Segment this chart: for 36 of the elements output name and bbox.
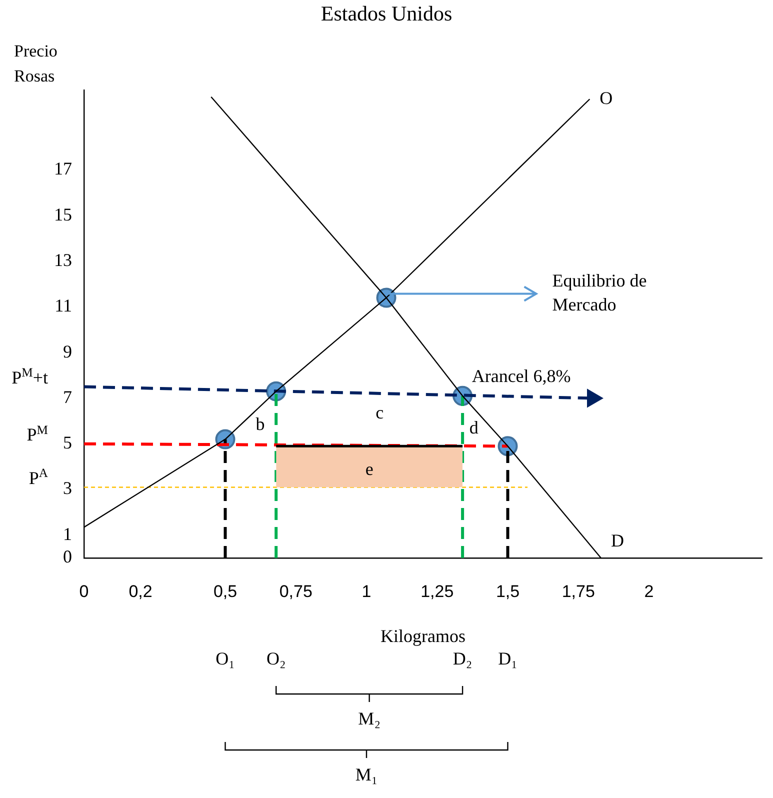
y-tick-label: 7	[63, 386, 72, 407]
series-label: O	[600, 88, 613, 108]
annotation: Equilibrio de Mercado	[552, 270, 647, 314]
text: M₂	[358, 708, 380, 729]
y-tick-label: 5	[63, 432, 72, 453]
series-label: D	[610, 530, 624, 551]
x-tick-label: 1,75	[562, 582, 595, 601]
y-tick-label: 15	[54, 204, 72, 224]
text: O₂	[266, 648, 286, 669]
y-tick-label: 17	[54, 158, 72, 179]
annotation: d	[469, 418, 478, 438]
text: M₁	[355, 764, 378, 785]
x-tick-label: 0,75	[279, 582, 312, 601]
y-tick-label: 0	[63, 546, 72, 567]
text: D₁	[498, 648, 518, 669]
text: O₁	[216, 648, 235, 669]
annotation: b	[256, 414, 265, 434]
x-axis-title: Kilogramos	[380, 626, 466, 646]
x-tick-label: 0,2	[128, 582, 152, 601]
chart-title: Estados Unidos	[320, 2, 452, 26]
text: D₂	[452, 648, 472, 669]
y-tick-label: 11	[54, 296, 72, 316]
x-tick-label: 2	[644, 582, 654, 601]
y-tick-label: 3	[63, 478, 72, 498]
x-tick-label: 1	[362, 582, 372, 601]
annotation: c	[376, 402, 384, 423]
y-tick-label: 1	[63, 524, 72, 544]
x-tick-label: 0	[79, 582, 89, 601]
annotation: Arancel 6,8%	[472, 366, 571, 386]
series-label: e	[365, 458, 374, 479]
y-axis-title: Precio Rosas	[14, 41, 58, 86]
y-tick-label: 9	[63, 341, 72, 362]
x-tick-label: 1,5	[496, 582, 520, 601]
x-tick-label: 1,25	[420, 582, 454, 601]
y-tick-label: 13	[54, 250, 72, 270]
x-tick-label: 0,5	[213, 582, 238, 601]
